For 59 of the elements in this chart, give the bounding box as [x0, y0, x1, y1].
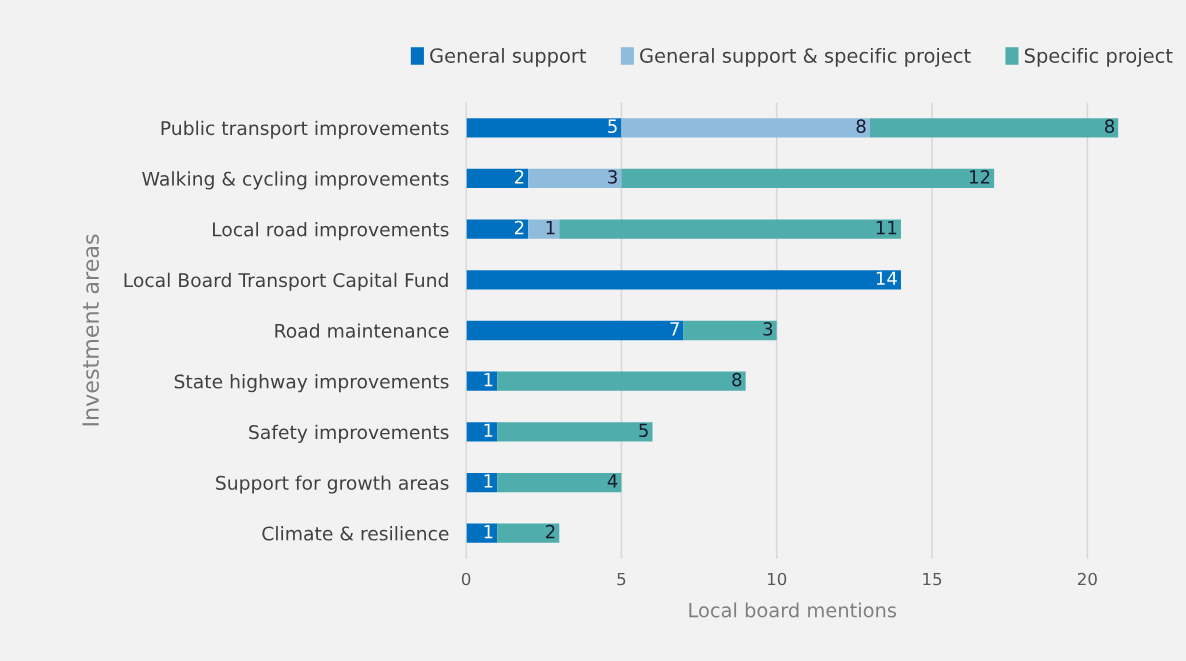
bar — [466, 523, 498, 543]
data-label: 3 — [608, 170, 617, 184]
bar — [466, 371, 498, 391]
x-tick-label: 15 — [923, 572, 942, 586]
legend-label: General support & specific project — [640, 47, 971, 67]
x-tick-label: 20 — [1077, 572, 1097, 586]
data-label: 5 — [639, 423, 648, 438]
data-label: 1 — [484, 525, 493, 539]
y-tick-label: Safety improvements — [249, 424, 449, 443]
bar — [497, 422, 653, 442]
bar — [466, 168, 529, 189]
data-label: 1 — [546, 220, 555, 235]
x-tick-label: 10 — [767, 572, 787, 586]
data-label: 2 — [546, 524, 555, 539]
bar — [466, 320, 684, 341]
y-tick-label: Climate & resilience — [262, 526, 449, 541]
bar — [497, 523, 560, 543]
legend-label: Specific project — [1024, 47, 1173, 67]
data-label: 5 — [608, 119, 617, 134]
y-tick-label: Local road improvements — [213, 222, 449, 241]
bar — [683, 320, 777, 341]
y-tick-label: Walking & cycling improvements — [142, 171, 449, 190]
data-label: 11 — [876, 220, 897, 235]
data-label: 14 — [876, 271, 897, 285]
data-label: 8 — [732, 372, 742, 387]
bar — [869, 118, 1119, 138]
legend-label: General support — [430, 47, 587, 67]
y-tick-label: Local Board Transport Capital Fund — [124, 272, 448, 291]
data-label: 1 — [484, 373, 493, 387]
bar — [559, 219, 901, 239]
y-tick-label: Support for growth areas — [216, 475, 449, 494]
data-label: 4 — [607, 474, 618, 488]
bar — [621, 168, 995, 189]
bar — [466, 270, 901, 290]
data-label: 7 — [670, 322, 679, 336]
data-label: 1 — [484, 474, 493, 488]
bar — [621, 118, 870, 138]
y-axis-title: Investment areas — [82, 234, 99, 426]
bar — [466, 219, 529, 239]
bar — [497, 371, 746, 391]
y-tick-label: Road maintenance — [275, 323, 449, 338]
x-tick-label: 0 — [461, 572, 471, 586]
bar — [466, 472, 498, 493]
data-label: 12 — [970, 170, 990, 184]
data-label: 2 — [514, 220, 524, 235]
y-tick-label: State highway improvements — [174, 374, 449, 393]
data-label: 8 — [856, 119, 866, 134]
data-label: 1 — [484, 423, 493, 437]
x-axis-title: Local board mentions — [689, 602, 897, 618]
bar — [528, 168, 622, 189]
data-label: 2 — [514, 170, 524, 184]
y-tick-label: Public transport improvements — [161, 120, 449, 139]
data-label: 3 — [763, 322, 773, 336]
bar — [466, 422, 498, 442]
x-tick-label: 5 — [617, 572, 626, 586]
bar — [466, 118, 622, 138]
bar — [528, 219, 560, 239]
bar — [497, 472, 622, 493]
data-label: 8 — [1105, 119, 1115, 134]
